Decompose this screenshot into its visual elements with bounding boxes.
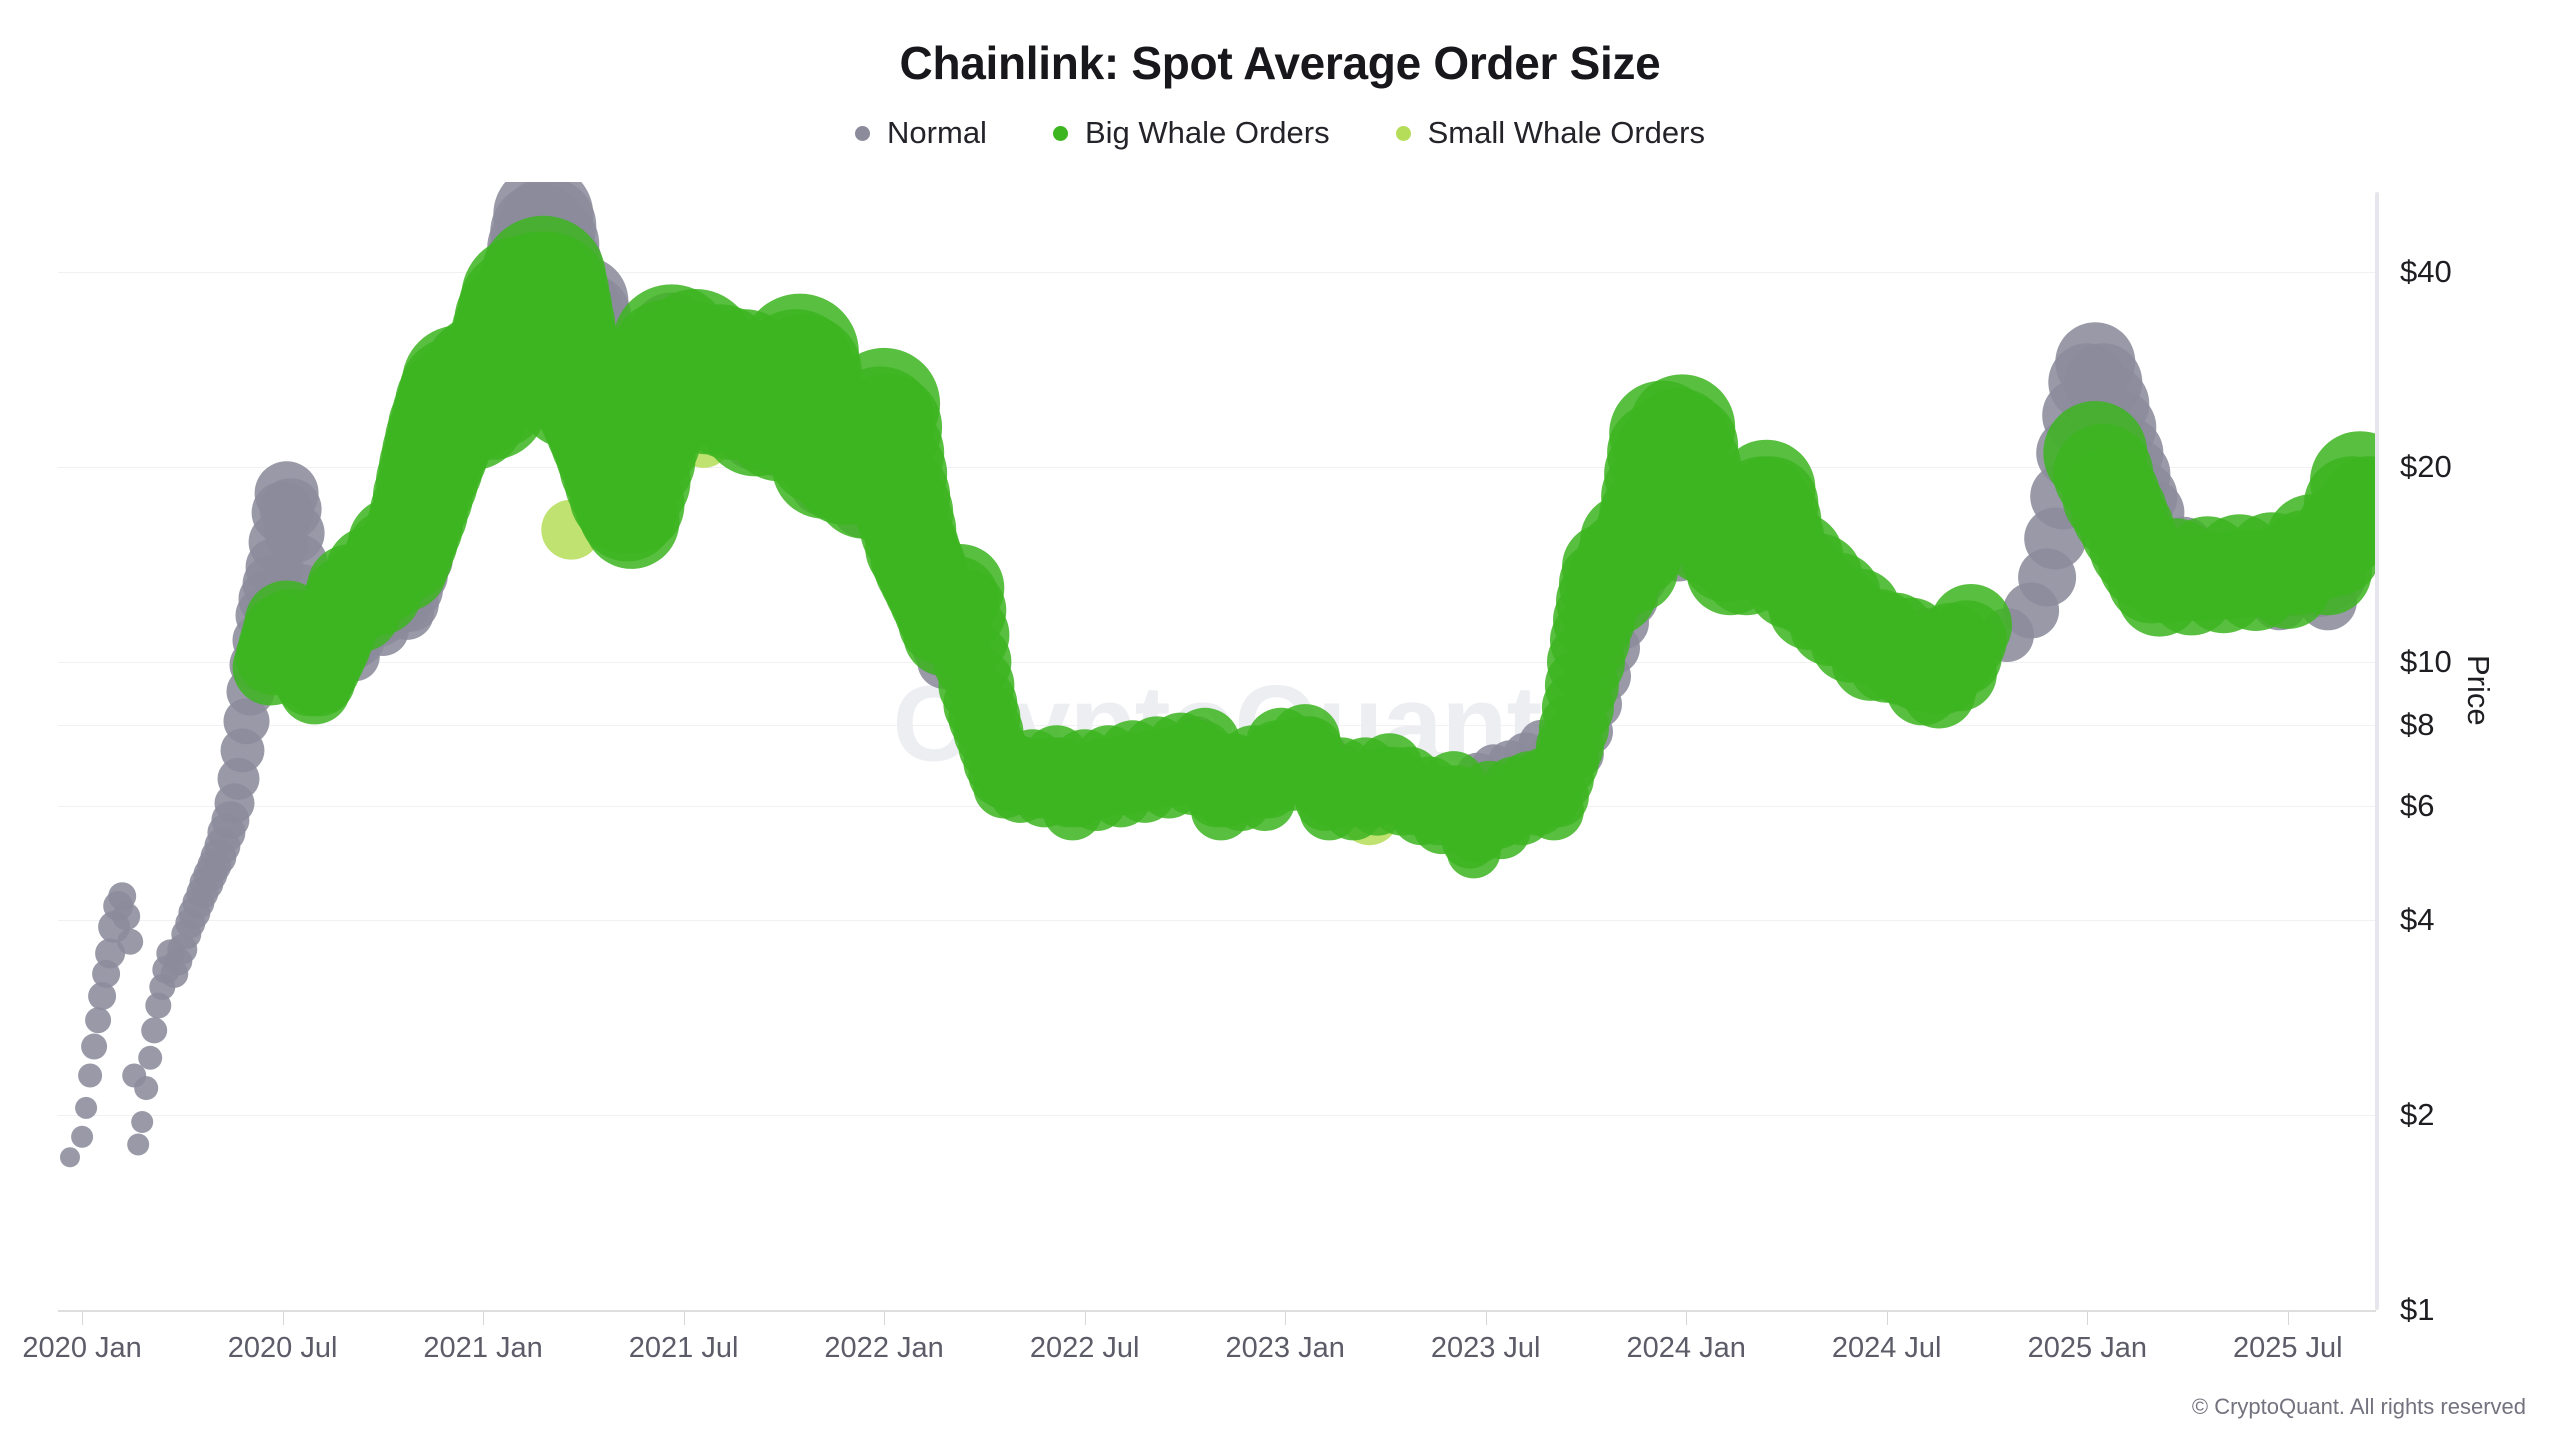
- scatter-point: [95, 938, 126, 969]
- x-tick-label: 2022 Jul: [1029, 1332, 1140, 1364]
- x-tick-mark: [282, 1311, 284, 1325]
- x-tick-label: 2022 Jan: [824, 1332, 944, 1364]
- y-tick-label: $4: [2400, 901, 2435, 937]
- x-tick-mark: [2287, 1311, 2289, 1325]
- legend-item-small_whale[interactable]: Small Whale Orders: [1395, 115, 1705, 151]
- x-axis-line: [58, 1310, 2376, 1312]
- footer-credit: © CryptoQuant. All rights reserved: [2191, 1394, 2526, 1419]
- y-axis-line: [2375, 192, 2379, 1310]
- scatter-point: [117, 928, 144, 955]
- x-tick-label: 2021 Jan: [423, 1332, 543, 1364]
- chart-legend: Normal Big Whale Orders Small Whale Orders: [0, 115, 2560, 151]
- scatter-series-normal: [60, 182, 2376, 1168]
- scatter-point: [2320, 456, 2376, 553]
- x-tick-mark: [1686, 1311, 1688, 1325]
- scatter-point: [1930, 584, 2012, 666]
- page-title: Chainlink: Spot Average Order Size: [899, 37, 1661, 89]
- x-tick-label: 2023 Jan: [1225, 1332, 1345, 1364]
- x-tick-label: 2024 Jan: [1626, 1332, 1746, 1364]
- scatter-point: [71, 1125, 94, 1148]
- x-tick-mark: [1485, 1311, 1487, 1325]
- legend-swatch-small_whale-icon: [1395, 125, 1411, 141]
- scatter-point: [138, 1045, 163, 1070]
- legend-item-big_whale[interactable]: Big Whale Orders: [1052, 115, 1330, 151]
- x-tick-label: 2021 Jul: [628, 1332, 739, 1364]
- y-tick-label: $8: [2400, 706, 2435, 742]
- x-tick-mark: [2087, 1311, 2089, 1325]
- scatter-point: [75, 1096, 98, 1119]
- gridline-y: [58, 919, 2376, 921]
- scatter-point: [60, 1147, 80, 1168]
- scatter-point: [127, 1133, 150, 1156]
- legend-label: Normal: [887, 115, 987, 150]
- x-tick-mark: [82, 1311, 84, 1325]
- scatter-point: [78, 1063, 103, 1088]
- legend-swatch-normal-icon: [855, 125, 871, 141]
- legend-item-normal[interactable]: Normal: [855, 115, 987, 151]
- scatter-point: [134, 1076, 159, 1101]
- x-tick-label: 2025 Jan: [2027, 1332, 2147, 1364]
- scatter-points-layer: [60, 182, 2376, 1168]
- legend-label: Big Whale Orders: [1084, 115, 1330, 150]
- x-tick-mark: [884, 1311, 886, 1325]
- y-tick-label: $20: [2400, 448, 2452, 484]
- y-tick-label: $2: [2400, 1096, 2435, 1132]
- x-tick-label: 2023 Jul: [1430, 1332, 1541, 1364]
- plot-area: CryptoQuant: [58, 182, 2376, 1311]
- scatter-point: [141, 1017, 168, 1044]
- y-axis-title: Price: [2461, 655, 2496, 726]
- gridline-y: [58, 466, 2376, 468]
- scatter-point: [131, 1111, 154, 1133]
- y-tick-label: $1: [2400, 1292, 2435, 1327]
- x-tick-label: 2020 Jan: [22, 1332, 142, 1364]
- y-tick-label: $10: [2400, 643, 2452, 679]
- y-tick-label: $40: [2400, 253, 2452, 289]
- x-tick-mark: [483, 1311, 485, 1325]
- x-tick-mark: [1084, 1311, 1086, 1325]
- x-tick-mark: [1285, 1311, 1287, 1325]
- gridline-y: [58, 1114, 2376, 1116]
- y-tick-label: $6: [2400, 787, 2435, 823]
- gridline-y: [58, 661, 2376, 663]
- x-tick-mark: [683, 1311, 685, 1325]
- legend-swatch-big_whale-icon: [1052, 125, 1068, 141]
- x-tick-label: 2024 Jul: [1831, 1332, 1942, 1364]
- scatter-point: [81, 1033, 108, 1060]
- gridline-y: [58, 271, 2376, 273]
- x-tick-label: 2025 Jul: [2232, 1332, 2343, 1364]
- x-tick-label: 2020 Jul: [227, 1332, 338, 1364]
- scatter-point: [85, 1007, 112, 1034]
- scatter-series-big_whale: [232, 215, 2376, 879]
- x-tick-mark: [1886, 1311, 1888, 1325]
- legend-label: Small Whale Orders: [1427, 115, 1705, 150]
- scatter-point: [112, 902, 141, 931]
- scatter-point: [88, 982, 117, 1011]
